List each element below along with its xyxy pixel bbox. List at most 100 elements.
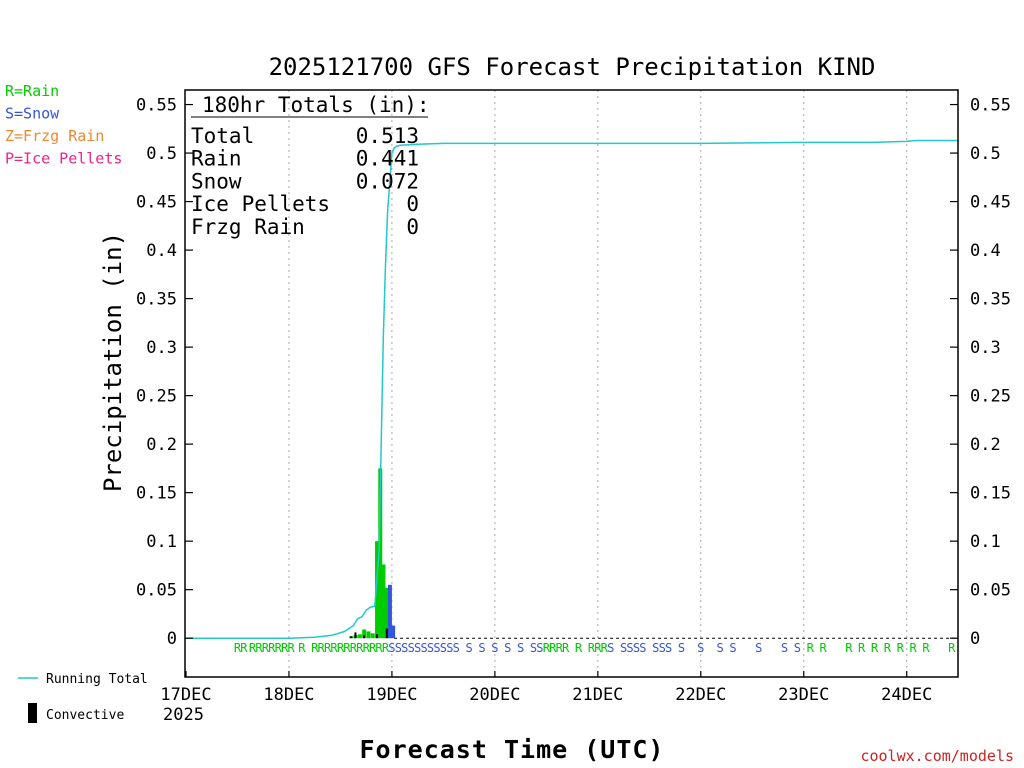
ptype-marker: R <box>324 641 332 655</box>
precip-bar <box>391 625 396 639</box>
y-axis-right: 0 0.05 0.1 0.15 0.2 0.25 0.3 0.35 0.4 0.45 0.5 0.55 <box>950 96 1011 649</box>
ptype-legend-item: S=Snow <box>5 105 60 123</box>
running-total-line <box>186 139 959 639</box>
ptype-marker: S <box>716 641 723 655</box>
ptype-marker: S <box>491 641 498 655</box>
ptype-marker: R <box>240 641 248 655</box>
precip-bar <box>378 468 383 639</box>
y-tick-label: 0.5 <box>970 144 1001 164</box>
totals-row-value: 0.441 <box>356 147 419 171</box>
ptype-marker: S <box>678 641 685 655</box>
y-tick-label: 0.35 <box>970 290 1011 310</box>
ptype-marker: R <box>275 641 283 655</box>
convective-bar <box>354 632 357 639</box>
ptype-marker: R <box>356 641 364 655</box>
y-tick-label: 0.55 <box>136 96 177 116</box>
ptype-marker: R <box>363 641 371 655</box>
ptype-marker: S <box>420 641 427 655</box>
ptype-marker: S <box>633 641 640 655</box>
ptype-marker: S <box>395 641 402 655</box>
y-tick-label: 0.2 <box>970 435 1001 455</box>
y-tick-label: 0.15 <box>136 484 177 504</box>
y-tick-label: 0.2 <box>146 435 177 455</box>
y-tick-label: 0.5 <box>146 144 177 164</box>
ptype-marker: R <box>922 641 930 655</box>
ptype-marker: R <box>871 641 879 655</box>
convective-bar <box>350 636 353 639</box>
ptype-marker: R <box>543 641 551 655</box>
ptype-marker: R <box>588 641 596 655</box>
ptype-marker: R <box>375 641 383 655</box>
ptype-marker: R <box>910 641 918 655</box>
ptype-marker: R <box>601 641 609 655</box>
ptype-marker: S <box>729 641 736 655</box>
ptype-marker: R <box>287 641 295 655</box>
y-tick-label: 0.05 <box>970 581 1011 601</box>
ptype-marker: S <box>440 641 447 655</box>
y-tick-label: 0.25 <box>970 387 1011 407</box>
totals-row-value: 0 <box>406 192 419 216</box>
x-tick-label: 24DEC <box>881 685 932 705</box>
y-tick-label: 0.15 <box>970 484 1011 504</box>
ptype-marker: R <box>255 641 263 655</box>
ptype-marker: R <box>350 641 358 655</box>
ptype-marker: S <box>652 641 659 655</box>
y-tick-label: 0.4 <box>970 241 1001 261</box>
ptype-marker: S <box>401 641 408 655</box>
ptype-marker: S <box>453 641 460 655</box>
y-tick-label: 0.4 <box>146 241 177 261</box>
y-tick-label: 0.1 <box>146 532 177 552</box>
x-tick-label: 21DEC <box>572 685 623 705</box>
totals-row-label: Total <box>191 124 254 148</box>
ptype-marker: S <box>530 641 537 655</box>
ptype-marker: S <box>517 641 524 655</box>
ptype-marker: R <box>268 641 276 655</box>
y-axis-left: 0 0.05 0.1 0.15 0.2 0.25 0.3 0.35 0.4 0.45 0.5 0.55 <box>136 96 193 649</box>
ptype-marker: R <box>575 641 583 655</box>
ptype-marker: S <box>755 641 762 655</box>
ptype-legend-item: R=Rain <box>5 82 59 100</box>
ptype-marker: R <box>594 641 602 655</box>
ptype-marker: S <box>408 641 415 655</box>
totals-row-value: 0.072 <box>356 169 419 193</box>
precip-bar <box>381 564 386 639</box>
y-tick-label: 0.3 <box>146 338 177 358</box>
ptype-marker: R <box>281 641 289 655</box>
ptype-marker: S <box>626 641 633 655</box>
y-tick-label: 0.3 <box>970 338 1001 358</box>
x-tick-label: 23DEC <box>778 685 829 705</box>
precip-bar <box>366 631 371 639</box>
ptype-marker: S <box>659 641 666 655</box>
running-total-legend: Running Total <box>18 672 148 687</box>
ptype-marker: S <box>388 641 395 655</box>
ptype-marker: R <box>330 641 338 655</box>
ptype-legend-item: P=Ice Pellets <box>5 150 122 168</box>
bars <box>349 468 396 639</box>
totals-header: 180hr Totals (in): <box>202 93 430 117</box>
y-tick-label: 0.05 <box>136 581 177 601</box>
ptype-marker: S <box>433 641 440 655</box>
ptype-marker: R <box>337 641 345 655</box>
convective-swatch <box>28 703 37 723</box>
precip-bar <box>370 633 375 639</box>
x-axis-label: Forecast Time (UTC) <box>360 735 665 764</box>
ptype-marker: R <box>807 641 815 655</box>
ptype-legend-item: Z=Frzg Rain <box>5 127 104 145</box>
y-tick-label: 0.1 <box>970 532 1001 552</box>
ptype-marker: S <box>478 641 485 655</box>
ptype-marker: R <box>234 641 242 655</box>
convective-legend-label: Convective <box>46 708 124 723</box>
ptype-marker: S <box>665 641 672 655</box>
totals-box: 180hr Totals (in): Total 0.513 Rain 0.441 Sn… <box>191 93 430 239</box>
x-tick-label: 20DEC <box>469 685 520 705</box>
ptype-marker: S <box>620 641 627 655</box>
convective-bar <box>363 635 366 639</box>
chart-title: 2025121700 GFS Forecast Precipitation KI… <box>269 53 876 81</box>
ptype-marker: S <box>697 641 704 655</box>
y-tick-label: 0 <box>167 629 177 649</box>
running-total-legend-label: Running Total <box>46 672 148 687</box>
precip-bar <box>387 584 392 639</box>
ptype-marker: R <box>819 641 827 655</box>
totals-row-label: Rain <box>191 147 242 171</box>
